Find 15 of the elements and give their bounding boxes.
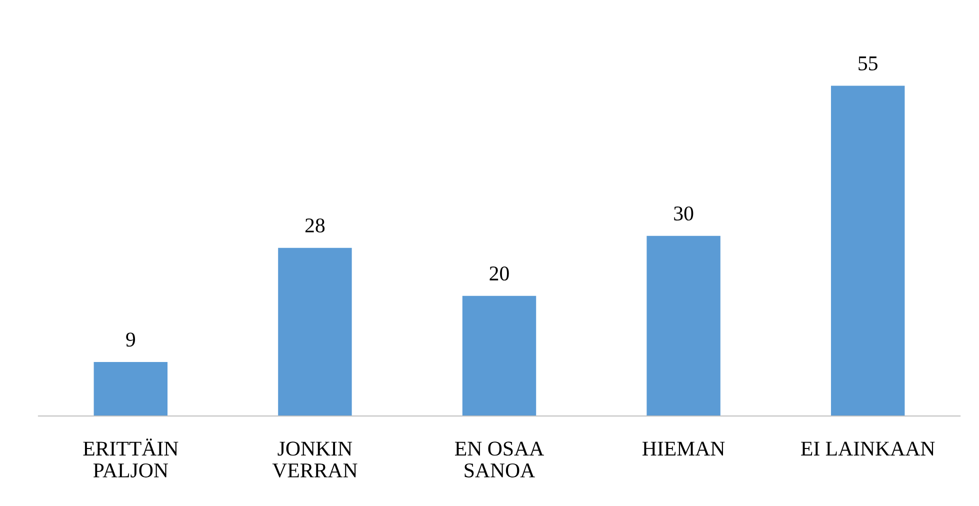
data-label: 30 [674,206,694,221]
x-tick-label: JONKIN VERRAN [272,442,358,478]
bar [462,296,536,416]
x-tick-label: ERITTÄIN PALJON [83,438,178,478]
x-tick-label: EI LAINKAAN [801,442,935,456]
data-label: 20 [490,266,509,281]
bar [830,86,905,416]
bar [646,236,720,416]
x-tick-label: EN OSAA SANOA [455,442,544,478]
bar [278,248,352,416]
bar [94,362,168,416]
data-label: 55 [858,56,878,70]
data-label: 9 [126,332,136,347]
data-label: 28 [305,218,325,233]
x-tick-label: HIEMAN [642,442,725,456]
